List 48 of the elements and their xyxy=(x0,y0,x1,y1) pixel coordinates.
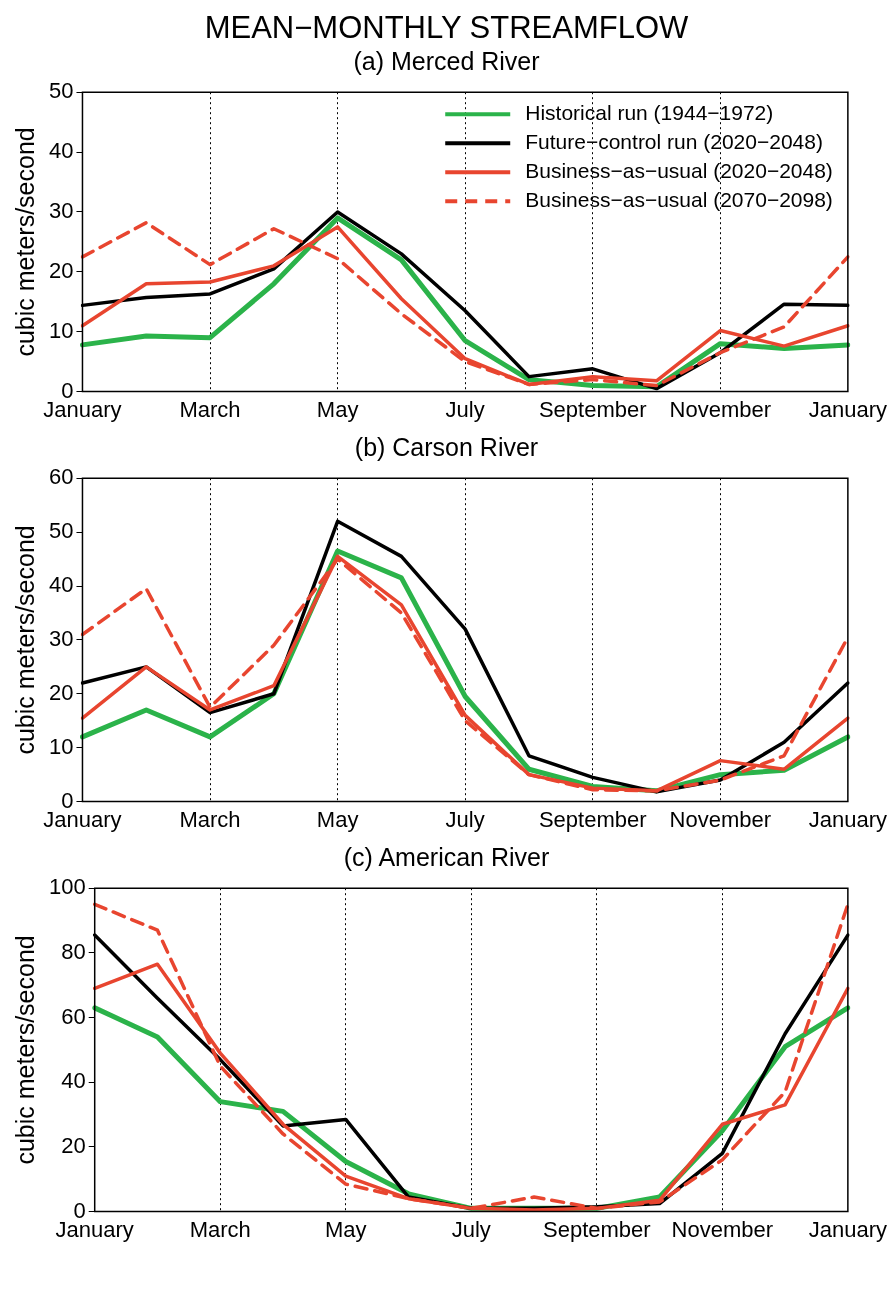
y-tick-label: 30 xyxy=(48,625,74,651)
chart-title: (b) Carson River xyxy=(353,432,540,462)
x-tick-label: January xyxy=(808,1216,888,1242)
x-tick-label: September xyxy=(538,806,647,832)
y-tick-label: 10 xyxy=(48,317,74,343)
x-tick-label: March xyxy=(189,1216,251,1242)
x-tick-label: September xyxy=(543,1216,651,1242)
y-tick-label: 20 xyxy=(61,1132,86,1158)
chart-title: (c) American River xyxy=(342,842,551,872)
y-tick-label: 60 xyxy=(61,1003,86,1029)
y-axis-title: cubic meters/second xyxy=(10,935,39,1165)
chart-title: MEAN−MONTHLY STREAMFLOW xyxy=(203,10,690,46)
legend-label: Future−control run (2020−2048) xyxy=(525,130,823,153)
x-tick-label: May xyxy=(324,1216,367,1242)
y-tick-label: 80 xyxy=(61,938,86,964)
x-tick-label: January xyxy=(808,806,888,832)
y-tick-label: 100 xyxy=(48,874,86,900)
x-tick-label: November xyxy=(669,806,772,832)
x-tick-label: May xyxy=(316,396,359,422)
x-tick-label: September xyxy=(538,396,647,422)
y-tick-label: 50 xyxy=(48,518,74,544)
y-tick-label: 20 xyxy=(48,679,74,705)
y-tick-label: 30 xyxy=(48,198,74,224)
y-axis-title: cubic meters/second xyxy=(10,525,39,755)
x-tick-label: July xyxy=(445,396,485,422)
y-tick-label: 0 xyxy=(61,787,74,813)
x-tick-label: July xyxy=(445,806,485,832)
chart-subtitle: (a) Merced River xyxy=(352,46,541,76)
x-tick-label: January xyxy=(808,396,888,422)
y-tick-label: 0 xyxy=(61,377,74,403)
y-tick-label: 10 xyxy=(48,733,74,759)
y-tick-label: 50 xyxy=(48,78,74,104)
x-tick-label: March xyxy=(179,806,241,832)
x-tick-label: July xyxy=(451,1216,491,1242)
x-tick-label: May xyxy=(316,806,359,832)
y-tick-label: 40 xyxy=(48,138,74,164)
y-tick-label: 60 xyxy=(48,464,74,490)
x-tick-label: November xyxy=(669,396,772,422)
y-axis-title: cubic meters/second xyxy=(10,127,39,357)
y-tick-label: 0 xyxy=(73,1197,86,1223)
legend-label: Business−as−usual (2020−2048) xyxy=(525,159,833,182)
y-tick-label: 20 xyxy=(48,257,74,283)
y-tick-label: 40 xyxy=(48,572,74,598)
x-tick-label: November xyxy=(671,1216,774,1242)
y-tick-label: 40 xyxy=(61,1068,86,1094)
x-tick-label: March xyxy=(179,396,241,422)
legend-label: Business−as−usual (2070−2098) xyxy=(525,188,833,211)
legend-label: Historical run (1944−1972) xyxy=(525,101,774,124)
